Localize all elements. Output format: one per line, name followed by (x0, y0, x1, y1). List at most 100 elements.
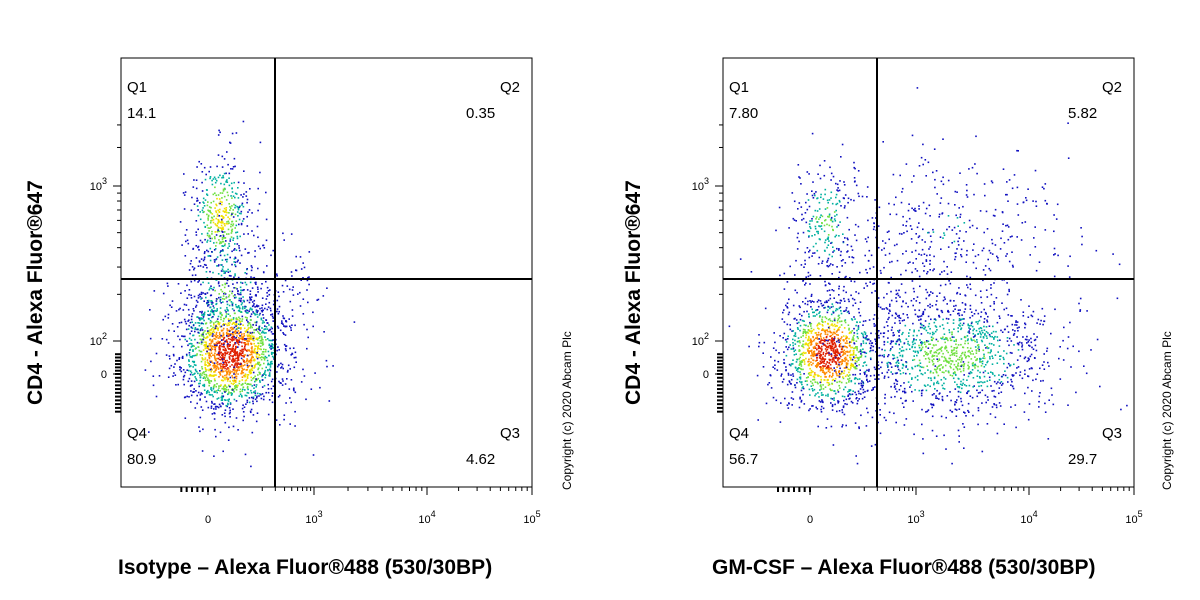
quadrant-percent-q3: 4.62 (466, 451, 495, 468)
event-dot (820, 408, 822, 411)
event-dot (289, 397, 291, 399)
event-dot (838, 327, 840, 329)
event-dot (981, 450, 984, 453)
event-dot (222, 342, 225, 345)
event-dot (824, 316, 827, 318)
event-dot (303, 266, 306, 269)
event-dot (828, 213, 831, 216)
event-dot (261, 344, 264, 346)
event-dot (254, 398, 257, 401)
event-dot (238, 369, 241, 371)
event-dot (194, 348, 197, 350)
event-dot (959, 391, 962, 394)
event-dot (959, 325, 961, 327)
event-dot (210, 294, 213, 296)
event-dot (197, 214, 200, 217)
event-dot (233, 157, 236, 160)
event-dot (965, 415, 967, 417)
event-dot (239, 307, 241, 310)
event-dot (196, 301, 199, 303)
event-dot (201, 450, 204, 452)
event-dot (831, 320, 834, 323)
event-dot (216, 357, 218, 360)
event-dot (806, 310, 808, 313)
event-dot (972, 377, 975, 379)
event-dot (773, 332, 775, 334)
event-dot (883, 354, 885, 356)
event-dot (217, 353, 220, 356)
event-dot (785, 346, 787, 348)
event-dot (840, 324, 843, 326)
event-dot (167, 313, 170, 316)
event-dot (817, 331, 820, 334)
event-dot (903, 390, 906, 393)
event-dot (976, 375, 979, 377)
event-dot (929, 352, 932, 354)
event-dot (219, 300, 221, 303)
event-dot (943, 434, 945, 437)
event-dot (976, 395, 979, 398)
event-dot (951, 410, 953, 413)
event-dot (250, 332, 253, 335)
event-dot (1017, 329, 1019, 332)
event-dot (240, 350, 243, 352)
event-dot (215, 359, 217, 362)
event-dot (942, 387, 944, 390)
event-dot (906, 314, 908, 316)
event-dot (849, 277, 851, 279)
event-dot (299, 305, 302, 307)
event-dot (1024, 373, 1026, 375)
event-dot (218, 296, 220, 299)
event-dot (195, 187, 198, 190)
event-dot (979, 327, 982, 329)
event-dot (982, 337, 985, 339)
event-dot (808, 205, 811, 208)
event-dot (855, 346, 857, 348)
event-dot (213, 455, 215, 457)
event-dot (209, 394, 212, 396)
event-dot (205, 392, 208, 395)
event-dot (1036, 336, 1038, 338)
event-dot (203, 311, 206, 314)
event-dot (185, 353, 188, 356)
event-dot (186, 369, 188, 371)
event-dot (807, 345, 810, 347)
event-dot (846, 346, 848, 349)
event-dot (250, 360, 253, 362)
event-dot (234, 329, 237, 332)
event-dot (225, 313, 228, 315)
event-dot (838, 345, 841, 347)
event-dot (241, 337, 244, 339)
event-dot (824, 284, 827, 286)
event-dot (834, 369, 837, 371)
event-dot (300, 381, 303, 383)
event-dot (229, 299, 231, 302)
event-dot (843, 207, 846, 209)
event-dot (898, 316, 900, 319)
event-dot (231, 375, 233, 377)
event-dot (827, 384, 830, 387)
event-dot (818, 347, 821, 349)
event-dot (220, 318, 222, 321)
event-dot (255, 281, 257, 284)
event-dot (221, 220, 223, 222)
event-dot (243, 182, 245, 184)
event-dot (250, 269, 253, 272)
event-dot (214, 358, 217, 360)
event-dot (825, 346, 828, 348)
event-dot (835, 350, 837, 353)
event-dot (243, 170, 245, 172)
event-dot (891, 346, 894, 348)
event-dot (247, 359, 249, 362)
event-dot (222, 245, 224, 247)
event-dot (870, 349, 872, 352)
event-dot (825, 353, 827, 355)
event-dot (223, 399, 226, 401)
event-dot (247, 324, 249, 327)
event-dot (827, 257, 830, 260)
event-dot (762, 366, 765, 368)
event-dot (202, 197, 205, 200)
event-dot (845, 309, 847, 311)
event-dot (206, 204, 209, 207)
event-dot (232, 317, 235, 319)
